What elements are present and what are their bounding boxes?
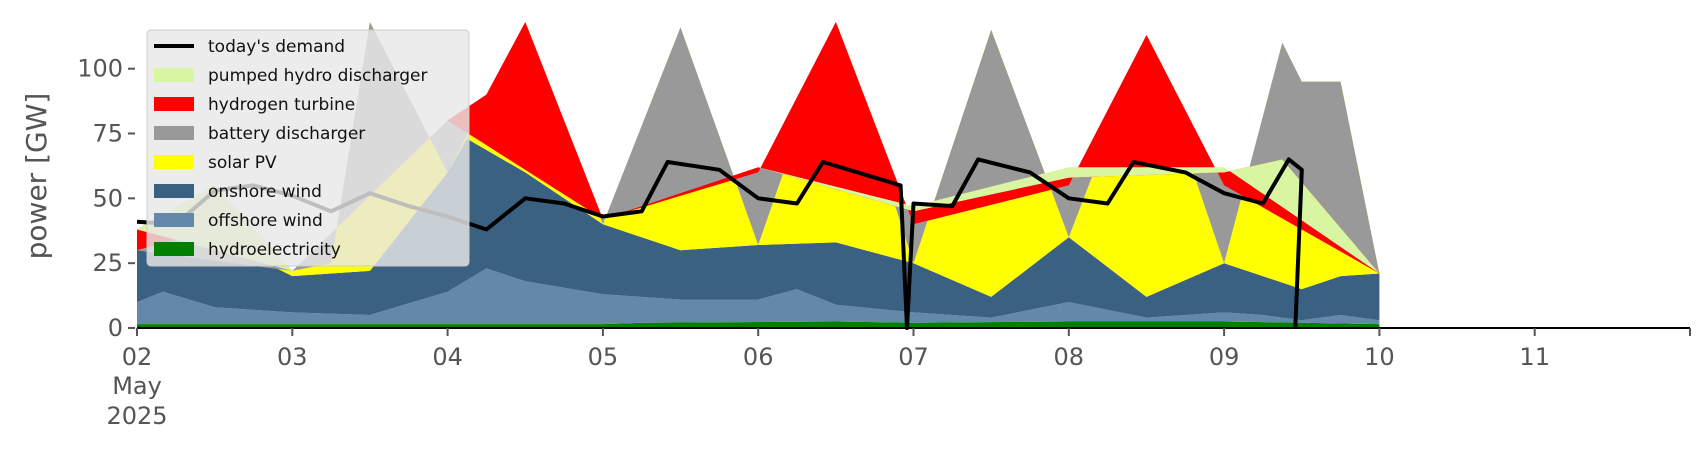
legend-swatch-pumped-hydro-discharger: [154, 68, 194, 82]
x-tick-label: 05: [588, 343, 619, 371]
legend-box: [146, 29, 470, 267]
x-tick-label: 08: [1054, 343, 1085, 371]
legend-swatch-offshore-wind: [154, 213, 194, 227]
x-tick-sublabel-month: May: [112, 372, 162, 400]
x-tick-label: 03: [277, 343, 308, 371]
x-tick-sublabel-year: 2025: [106, 402, 167, 430]
legend-label-solar-pv: solar PV: [208, 153, 277, 173]
x-tick-label: 11: [1519, 343, 1550, 371]
x-tick-label: 09: [1209, 343, 1240, 371]
x-tick-label: 06: [743, 343, 774, 371]
legend-label-hydroelectricity: hydroelectricity: [208, 240, 341, 260]
y-tick-label: 25: [92, 249, 123, 277]
x-tick-label: 04: [432, 343, 463, 371]
y-tick-label: 0: [108, 314, 123, 342]
legend-label-onshore-wind: onshore wind: [208, 182, 322, 202]
legend-label-battery-discharger: battery discharger: [208, 124, 365, 144]
legend-swatch-hydroelectricity: [154, 242, 194, 256]
legend-label-hydrogen-turbine: hydrogen turbine: [208, 95, 355, 115]
y-ticks: 0 25 50 75 100: [77, 55, 135, 342]
area-battery-discharger: [137, 22, 1380, 274]
legend-swatch-solar-pv: [154, 155, 194, 169]
y-tick-label: 50: [92, 184, 123, 212]
y-tick-label: 100: [77, 55, 123, 83]
x-tick-label: 07: [898, 343, 929, 371]
y-tick-label: 75: [92, 120, 123, 148]
legend-swatch-hydrogen-turbine: [154, 97, 194, 111]
legend-label-pumped-hydro-discharger: pumped hydro discharger: [208, 66, 427, 86]
x-tick-label: 10: [1364, 343, 1395, 371]
legend-swatch-battery-discharger: [154, 126, 194, 140]
area-hydroelectricity: [137, 321, 1380, 328]
legend-swatch-onshore-wind: [154, 184, 194, 198]
x-tick-label: 02: [122, 343, 153, 371]
legend-label-offshore-wind: offshore wind: [208, 211, 323, 231]
legend: today's demand pumped hydro discharger hyd…: [146, 29, 470, 267]
y-axis-title: power [GW]: [20, 93, 53, 260]
legend-label-today-s-demand: today's demand: [208, 37, 345, 57]
area-offshore-wind: [137, 268, 1380, 325]
